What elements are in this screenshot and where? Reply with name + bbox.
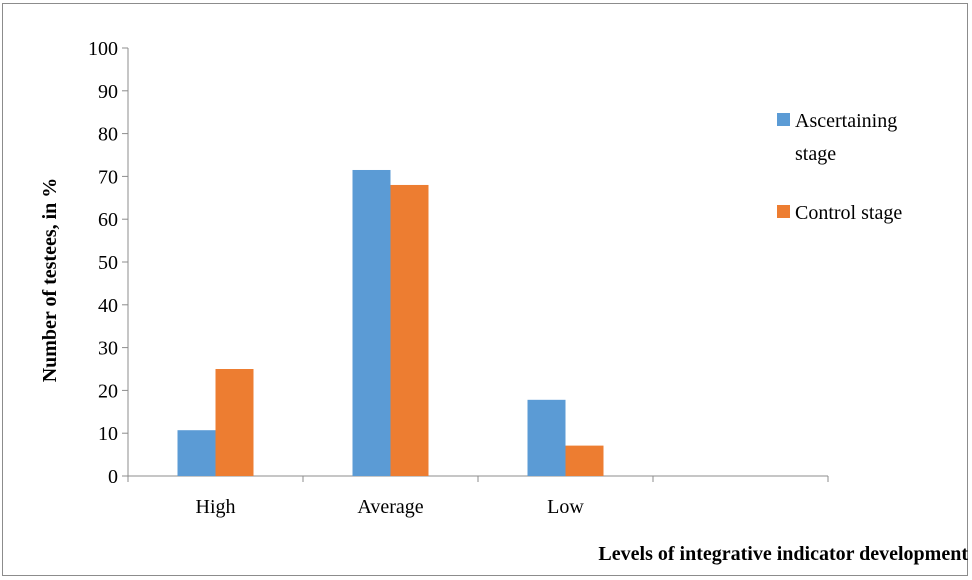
- bar-control-low: [565, 445, 604, 476]
- x-tick-label: High: [196, 496, 236, 518]
- y-tick-label: 100: [88, 38, 118, 60]
- x-axis-title: Levels of integrative indicator developm…: [598, 543, 968, 565]
- bar-ascertaining-high: [177, 430, 216, 476]
- y-tick-label: 70: [98, 166, 118, 188]
- legend-swatch: [777, 205, 790, 218]
- y-tick-label: 10: [98, 423, 118, 445]
- x-axis: High Average Low: [127, 475, 829, 518]
- y-tick-label: 80: [98, 124, 118, 146]
- bar-control-average: [390, 184, 429, 476]
- legend-label: Control stage: [795, 202, 902, 224]
- bar-ascertaining-average: [352, 169, 391, 477]
- bar-ascertaining-low: [527, 399, 566, 476]
- bars: [177, 169, 604, 477]
- y-tick-label: 30: [98, 338, 118, 360]
- legend: Ascertaining stage Control stage: [777, 110, 902, 224]
- y-tick-label: 20: [98, 380, 118, 402]
- bar-control-high: [215, 369, 254, 476]
- y-tick-label: 40: [98, 295, 118, 317]
- x-tick-label: Average: [357, 496, 423, 518]
- x-tick-label: Low: [547, 496, 584, 518]
- legend-label: stage: [795, 143, 836, 165]
- y-tick-label: 0: [108, 466, 118, 488]
- y-axis: 0 10 20 30 40 50 60 70 80 90 100: [88, 38, 129, 488]
- y-tick-label: 60: [98, 209, 118, 231]
- legend-swatch: [777, 113, 790, 126]
- y-axis-title: Number of testees, in %: [39, 178, 61, 383]
- chart-frame: [2, 3, 968, 576]
- y-tick-label: 50: [98, 252, 118, 274]
- legend-label: Ascertaining: [795, 110, 897, 132]
- y-tick-label: 90: [98, 81, 118, 103]
